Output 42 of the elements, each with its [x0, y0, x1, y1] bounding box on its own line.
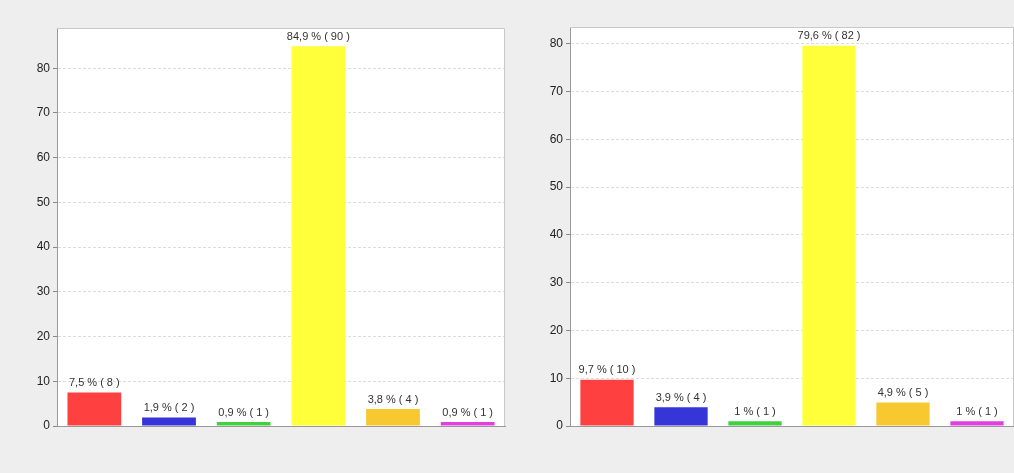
bar — [950, 421, 1004, 426]
y-tick-label: 30 — [549, 274, 564, 289]
bar — [366, 409, 420, 426]
y-tick-label: 70 — [36, 105, 51, 120]
data-label: 0,9 % ( 1 ) — [442, 405, 494, 418]
y-tick-label: 20 — [549, 322, 564, 337]
bar — [802, 45, 856, 426]
data-label: 4,9 % ( 5 ) — [877, 386, 929, 399]
y-tick-label: 40 — [549, 227, 564, 242]
bar — [67, 392, 122, 426]
y-tick-label: 80 — [549, 36, 564, 51]
y-tick-label: 10 — [36, 373, 51, 388]
y-tick-label: 10 — [549, 370, 564, 385]
data-label: 3,9 % ( 4 ) — [655, 390, 707, 403]
y-tick-label: 0 — [43, 418, 51, 433]
data-label: 1,9 % ( 2 ) — [143, 401, 195, 414]
data-label: 1 % ( 1 ) — [734, 404, 776, 417]
bar — [580, 379, 634, 426]
data-label: 1 % ( 1 ) — [956, 404, 998, 417]
data-label: 84,9 % ( 90 ) — [286, 29, 350, 42]
y-tick-label: 60 — [549, 131, 564, 146]
data-label: 7,5 % ( 8 ) — [68, 375, 120, 388]
bar — [291, 46, 346, 426]
y-tick-label: 80 — [36, 60, 51, 75]
y-tick-label: 20 — [36, 328, 51, 343]
y-tick-label: 40 — [36, 239, 51, 254]
bar — [440, 421, 495, 426]
bar — [216, 421, 271, 426]
y-tick-label: 30 — [36, 284, 51, 299]
y-tick-label: 60 — [36, 150, 51, 164]
bar — [654, 407, 708, 426]
data-label: 9,7 % ( 10 ) — [578, 363, 636, 376]
y-tick-label: 0 — [556, 418, 564, 433]
bar — [728, 421, 782, 426]
bar — [142, 417, 196, 426]
data-label: 79,6 % ( 82 ) — [797, 29, 861, 42]
data-label: 0,9 % ( 1 ) — [218, 405, 270, 418]
y-tick-label: 50 — [549, 179, 564, 194]
y-tick-label: 50 — [36, 194, 51, 209]
data-label: 3,8 % ( 4 ) — [367, 392, 419, 405]
bar — [876, 402, 930, 426]
y-tick-label: 70 — [549, 83, 564, 98]
